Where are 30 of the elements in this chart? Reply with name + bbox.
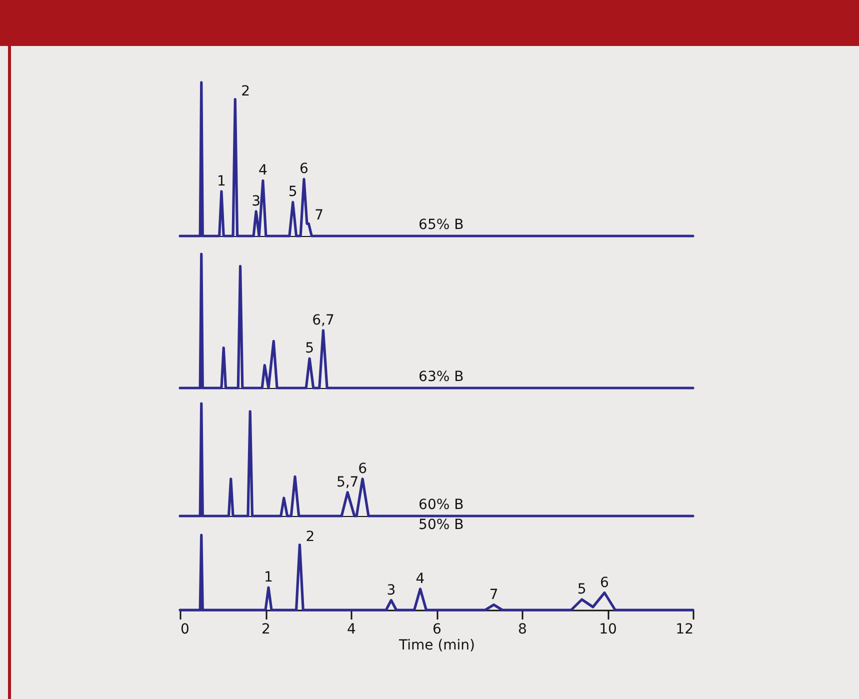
annotation: 6,7 (312, 312, 334, 328)
annotation: 2 (306, 528, 315, 545)
annotation: 5 (288, 184, 298, 200)
annotation: 6 (358, 460, 368, 477)
annotation: 5 (577, 582, 586, 598)
annotation: 4 (416, 571, 425, 587)
annotation: 7 (489, 586, 498, 603)
series-label: 65% B (418, 217, 464, 233)
annotation: 7 (314, 208, 324, 224)
x-axis-title: Time (min) (398, 638, 476, 654)
x-tick-label: 0 (180, 622, 190, 638)
annotation: 2 (241, 83, 250, 100)
x-tick-label: 2 (262, 622, 270, 638)
annotation: 1 (217, 173, 226, 190)
x-tick-label: 8 (518, 622, 527, 638)
x-tick-label: 10 (599, 622, 617, 638)
x-tick-label: 4 (347, 622, 356, 638)
x-tick-label: 6 (432, 622, 442, 638)
annotation: 5,7 (336, 474, 359, 490)
annotation: 3 (386, 582, 396, 598)
series-label: 63% B (418, 369, 464, 385)
annotation: 5 (305, 340, 314, 357)
series-label: 60% B (418, 497, 464, 513)
annotation: 4 (258, 162, 268, 179)
annotation: 1 (264, 570, 273, 586)
x-tick-label: 12 (676, 622, 694, 638)
annotation: 3 (252, 193, 261, 210)
annotation: 6 (600, 574, 610, 591)
annotation: 6 (300, 161, 309, 178)
text: 50% B (418, 517, 464, 533)
